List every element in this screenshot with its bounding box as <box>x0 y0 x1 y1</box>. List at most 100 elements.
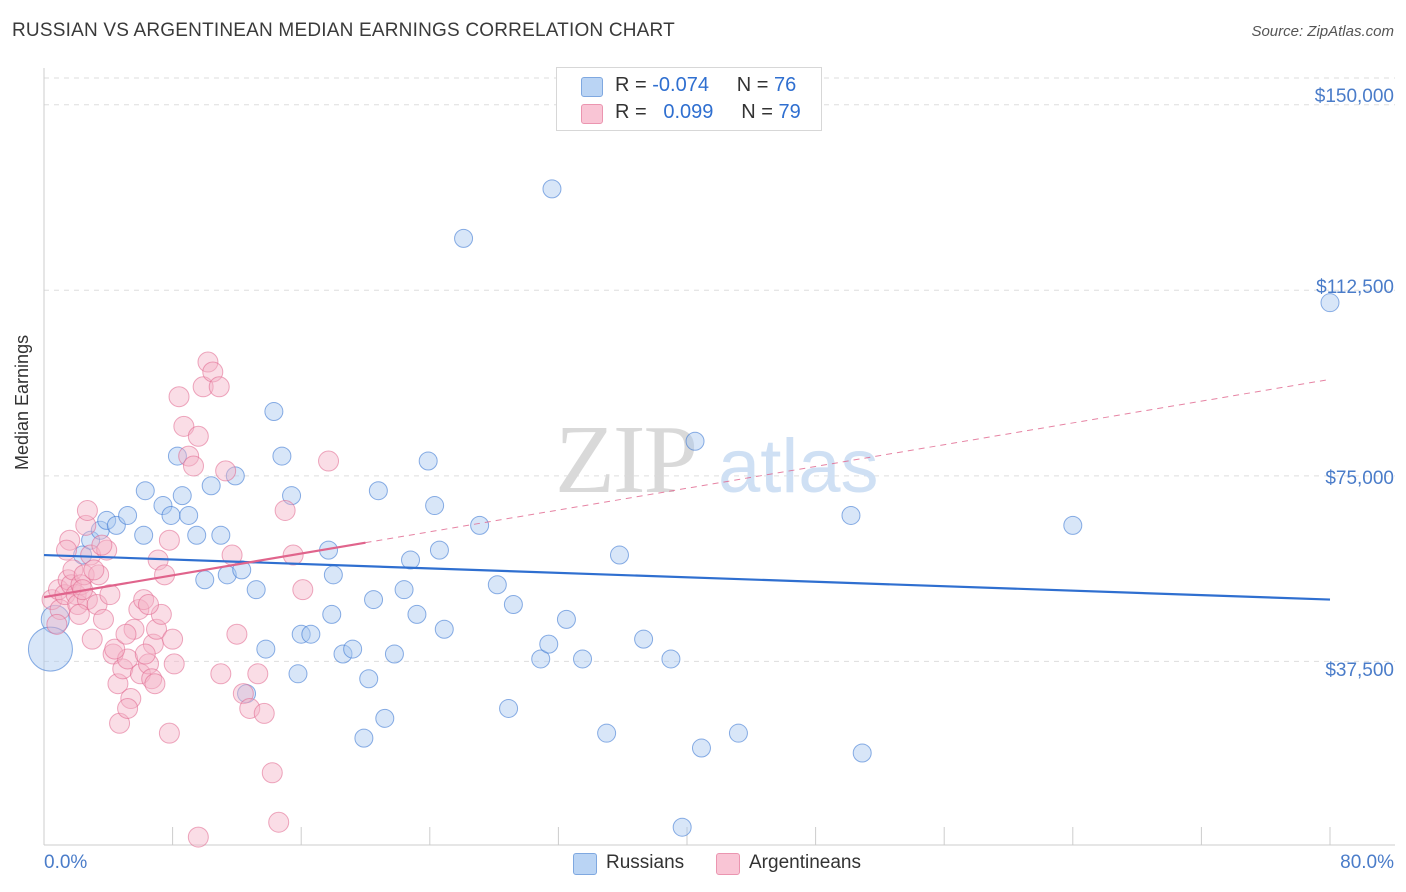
russians-point <box>503 595 523 615</box>
argentineans-point <box>253 702 275 724</box>
x-tick-label: 80.0% <box>1340 852 1394 873</box>
russians-point <box>425 496 445 516</box>
argentineans-point <box>81 628 103 650</box>
watermark: ZIP atlas <box>555 406 879 514</box>
russians-point <box>499 698 519 718</box>
argentineans-point <box>92 608 114 630</box>
argentineans-point <box>162 628 184 650</box>
argentineans-point <box>261 762 283 784</box>
argentineans-point <box>173 415 195 437</box>
russians-point <box>323 565 343 585</box>
russians-point <box>135 481 155 501</box>
russians-point <box>211 525 231 545</box>
argentineans-point <box>197 351 219 373</box>
argentineans-point <box>128 598 150 620</box>
russians-point <box>487 575 507 595</box>
chart-title: RUSSIAN VS ARGENTINEAN MEDIAN EARNINGS C… <box>12 20 675 41</box>
r-value: -0.074 <box>652 74 709 96</box>
y-tick-label: $112,500 <box>1316 277 1394 298</box>
source-note: Source: ZipAtlas.com <box>1251 23 1394 40</box>
russians-point <box>1320 293 1340 313</box>
russians-point <box>282 486 302 506</box>
argentineans-point <box>68 603 90 625</box>
russians-point <box>429 540 449 560</box>
russians-point <box>384 644 404 664</box>
russians-swatch <box>573 853 597 875</box>
watermark-zip: ZIP <box>555 406 696 514</box>
legend-label: Russians <box>606 852 685 873</box>
russians-point <box>542 179 562 199</box>
russians-point <box>288 664 308 684</box>
russians-point <box>454 228 474 248</box>
russians-point <box>118 505 138 525</box>
russians-point <box>685 431 705 451</box>
argentineans-point <box>115 623 137 645</box>
russians-point <box>161 505 181 525</box>
argentineans-point <box>292 579 314 601</box>
argentineans-point <box>104 638 126 660</box>
argentineans-point <box>268 811 290 833</box>
russians-point <box>728 723 748 743</box>
n-value: 76 <box>774 74 797 96</box>
argentineans-point <box>239 697 261 719</box>
argentineans-trend-line <box>43 541 366 599</box>
argentineans-point <box>117 697 139 719</box>
legend-label: Argentineans <box>749 852 861 873</box>
r-label: R = <box>615 74 647 96</box>
russians-point <box>322 604 342 624</box>
russians-point <box>841 505 861 525</box>
argentineans-point <box>158 722 180 744</box>
russians-points <box>27 179 1340 837</box>
y-axis-label: Median Earnings <box>12 334 32 470</box>
argentineans-point <box>187 826 209 848</box>
russians-point <box>556 609 576 629</box>
russians-point <box>256 639 276 659</box>
russians-point <box>597 723 617 743</box>
russians-point <box>97 510 117 530</box>
russians-point <box>634 629 654 649</box>
argentineans-trend-line <box>365 378 1331 544</box>
russians-point <box>368 481 388 501</box>
russians-point <box>1063 515 1083 535</box>
russians-point <box>609 545 629 565</box>
russians-point <box>470 515 490 535</box>
russians-point <box>40 604 70 634</box>
russians-point <box>153 496 173 516</box>
series-legend: Russians Argentineans <box>0 852 1406 878</box>
argentineans-point <box>158 529 180 551</box>
argentineans-points <box>41 351 340 848</box>
russians-point <box>272 446 292 466</box>
argentineans-point <box>134 643 156 665</box>
n-label: N = <box>741 101 773 123</box>
russians-point <box>201 476 221 496</box>
russians-point <box>167 446 187 466</box>
argentineans-point <box>210 663 232 685</box>
argentineans-swatch <box>716 853 740 875</box>
russians-point <box>394 580 414 600</box>
n-value: 79 <box>778 101 801 123</box>
russians-point <box>531 649 551 669</box>
russians-point <box>539 634 559 654</box>
argentineans-point <box>208 376 230 398</box>
watermark-atlas: atlas <box>718 424 879 509</box>
argentineans-point <box>192 376 214 398</box>
russians-swatch <box>581 77 603 97</box>
n-label: N = <box>736 74 769 96</box>
y-tick-label: $150,000 <box>1314 86 1394 107</box>
argentineans-point <box>99 584 121 606</box>
russians-point <box>375 708 395 728</box>
russians-point <box>343 639 363 659</box>
trend-lines <box>43 378 1331 601</box>
argentineans-point <box>215 460 237 482</box>
argentineans-point <box>76 500 98 522</box>
russians-trend-line <box>43 553 1331 601</box>
russians-point <box>401 550 421 570</box>
argentineans-point <box>137 594 159 616</box>
russians-point <box>195 570 215 590</box>
argentineans-point <box>168 386 190 408</box>
russians-point <box>333 644 353 664</box>
argentineans-point <box>318 450 340 472</box>
russians-point <box>301 624 321 644</box>
stats-legend: R = -0.074 N = 76 R = 0.099 N = 79 <box>556 67 822 131</box>
